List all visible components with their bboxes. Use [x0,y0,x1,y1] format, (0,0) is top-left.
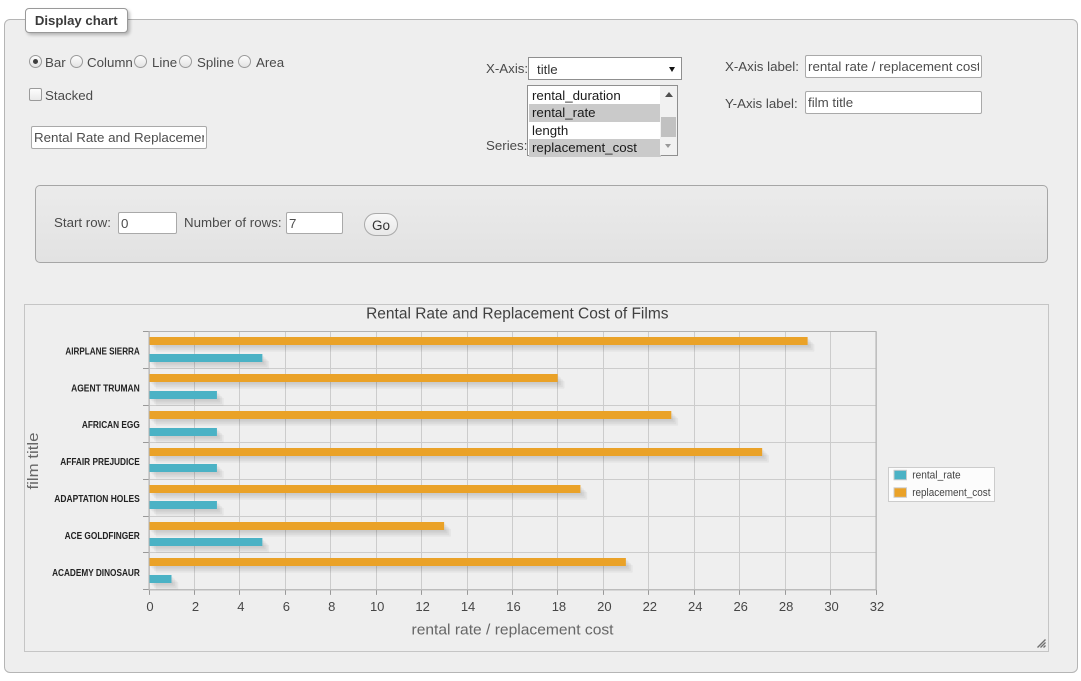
svg-text:Rental Rate and Replacement Co: Rental Rate and Replacement Cost of Film… [366,306,669,323]
svg-text:8: 8 [328,599,335,614]
svg-text:18: 18 [552,599,566,614]
svg-text:16: 16 [506,599,520,614]
svg-text:2: 2 [192,599,199,614]
svg-text:AGENT TRUMAN: AGENT TRUMAN [71,383,140,394]
svg-text:24: 24 [688,599,702,614]
svg-text:4: 4 [237,599,244,614]
svg-text:film title: film title [25,433,42,490]
svg-text:AFFAIR PREJUDICE: AFFAIR PREJUDICE [60,457,140,468]
svg-text:rental_rate: rental_rate [912,469,961,481]
svg-text:10: 10 [370,599,384,614]
svg-text:ACE GOLDFINGER: ACE GOLDFINGER [65,531,141,542]
svg-text:32: 32 [870,599,884,614]
svg-text:rental rate / replacement cost: rental rate / replacement cost [412,622,615,639]
svg-text:6: 6 [283,599,290,614]
svg-text:AIRPLANE SIERRA: AIRPLANE SIERRA [65,346,140,357]
svg-text:20: 20 [597,599,611,614]
svg-text:22: 22 [643,599,657,614]
svg-text:replacement_cost: replacement_cost [912,487,990,499]
svg-text:0: 0 [146,599,153,614]
svg-text:26: 26 [733,599,747,614]
svg-text:ACADEMY DINOSAUR: ACADEMY DINOSAUR [52,568,140,579]
svg-text:ADAPTATION HOLES: ADAPTATION HOLES [54,494,140,505]
svg-text:28: 28 [779,599,793,614]
svg-text:12: 12 [415,599,429,614]
svg-text:14: 14 [461,599,475,614]
svg-text:30: 30 [824,599,838,614]
svg-text:AFRICAN EGG: AFRICAN EGG [82,420,140,431]
